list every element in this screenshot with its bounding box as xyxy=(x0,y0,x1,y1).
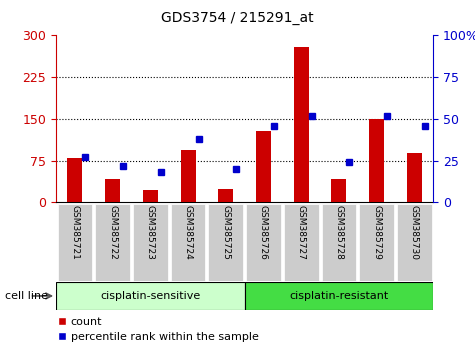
Text: cell line: cell line xyxy=(5,291,48,301)
Text: cisplatin-sensitive: cisplatin-sensitive xyxy=(100,291,200,301)
Bar xyxy=(359,204,394,281)
Bar xyxy=(56,282,245,310)
Bar xyxy=(209,204,243,281)
Bar xyxy=(67,158,83,202)
Bar xyxy=(284,204,319,281)
Bar xyxy=(245,282,433,310)
Legend: count, percentile rank within the sample: count, percentile rank within the sample xyxy=(53,312,263,347)
Text: GSM385724: GSM385724 xyxy=(183,205,192,259)
Bar xyxy=(105,179,120,202)
Bar xyxy=(294,46,309,202)
Bar xyxy=(397,204,432,281)
Text: GSM385729: GSM385729 xyxy=(372,205,381,260)
Text: GSM385727: GSM385727 xyxy=(297,205,306,260)
Text: GSM385721: GSM385721 xyxy=(70,205,79,260)
Bar xyxy=(256,131,271,202)
Bar xyxy=(322,204,356,281)
Text: GSM385730: GSM385730 xyxy=(410,205,419,260)
Text: GSM385728: GSM385728 xyxy=(334,205,343,260)
Text: GDS3754 / 215291_at: GDS3754 / 215291_at xyxy=(161,11,314,25)
Bar xyxy=(218,189,233,202)
Bar xyxy=(143,190,158,202)
Text: GSM385723: GSM385723 xyxy=(146,205,155,260)
Bar xyxy=(171,204,205,281)
Text: GSM385722: GSM385722 xyxy=(108,205,117,259)
Bar xyxy=(407,154,422,202)
Text: GSM385726: GSM385726 xyxy=(259,205,268,260)
Bar xyxy=(369,119,384,202)
Bar xyxy=(133,204,168,281)
Bar xyxy=(95,204,130,281)
Bar xyxy=(57,204,92,281)
Text: cisplatin-resistant: cisplatin-resistant xyxy=(289,291,389,301)
Text: GSM385725: GSM385725 xyxy=(221,205,230,260)
Bar xyxy=(246,204,281,281)
Bar xyxy=(332,179,346,202)
Bar xyxy=(180,150,196,202)
